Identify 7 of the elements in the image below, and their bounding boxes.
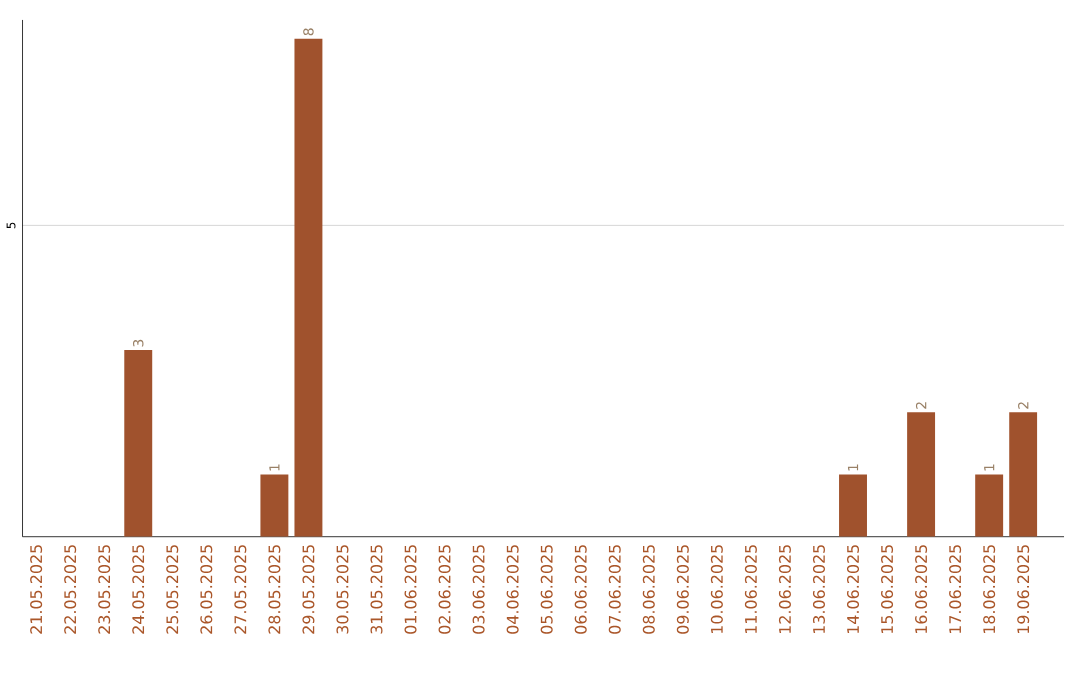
bar [260,474,289,537]
bar [124,349,153,537]
bar [1009,412,1038,537]
bar [975,474,1004,537]
bar [839,474,867,537]
bar [907,412,936,537]
bar [294,38,323,537]
